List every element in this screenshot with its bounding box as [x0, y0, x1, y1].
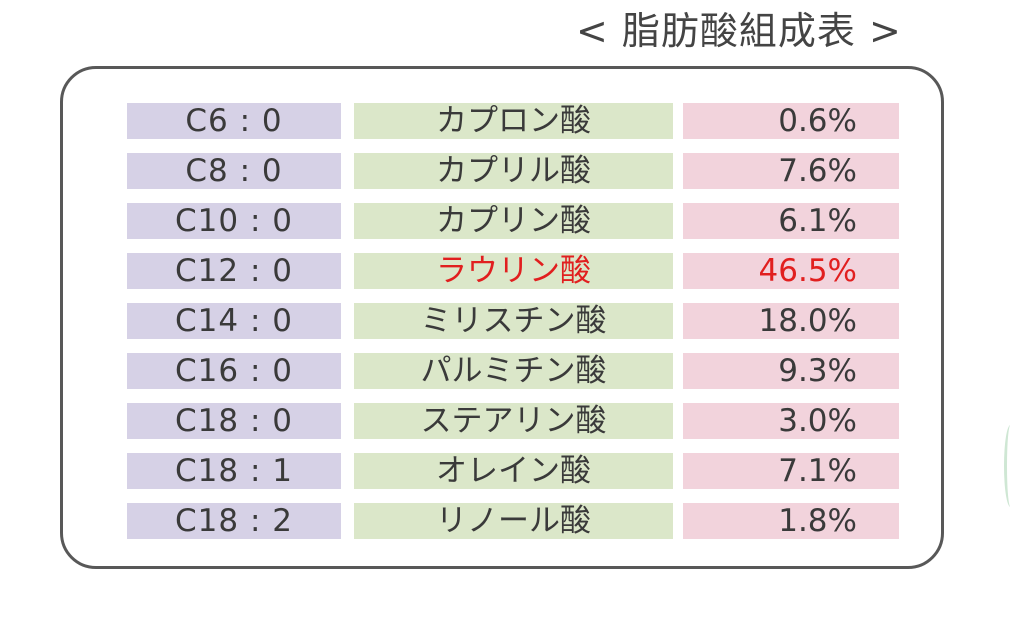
- carbon-chain-cell: C8 : 0: [127, 153, 341, 189]
- percentage-cell: 7.1%: [683, 453, 899, 489]
- fatty-acid-name-cell: オレイン酸: [354, 453, 673, 489]
- table-row: C6 : 0 カプロン酸 0.6%: [127, 103, 899, 139]
- percentage-cell: 7.6%: [683, 153, 899, 189]
- percentage-cell: 1.8%: [683, 503, 899, 539]
- percentage-cell: 3.0%: [683, 403, 899, 439]
- percentage-cell: 0.6%: [683, 103, 899, 139]
- fatty-acid-name-cell-highlighted: ラウリン酸: [354, 253, 673, 289]
- percentage-cell: 6.1%: [683, 203, 899, 239]
- carbon-chain-cell: C16 : 0: [127, 353, 341, 389]
- table-row: C14 : 0 ミリスチン酸 18.0%: [127, 303, 899, 339]
- percentage-cell: 9.3%: [683, 353, 899, 389]
- fatty-acid-name-cell: カプリン酸: [354, 203, 673, 239]
- carbon-chain-cell: C18 : 2: [127, 503, 341, 539]
- table-row: C10 : 0 カプリン酸 6.1%: [127, 203, 899, 239]
- fatty-acid-name-cell: カプロン酸: [354, 103, 673, 139]
- table-row: C18 : 0 ステアリン酸 3.0%: [127, 403, 899, 439]
- carbon-chain-cell: C12 : 0: [127, 253, 341, 289]
- carbon-chain-cell: C10 : 0: [127, 203, 341, 239]
- carbon-chain-cell: C14 : 0: [127, 303, 341, 339]
- edge-decoration: [1004, 425, 1010, 507]
- table-row: C18 : 1 オレイン酸 7.1%: [127, 453, 899, 489]
- percentage-cell: 18.0%: [683, 303, 899, 339]
- fatty-acid-name-cell: リノール酸: [354, 503, 673, 539]
- table-row: C8 : 0 カプリル酸 7.6%: [127, 153, 899, 189]
- table-frame: [60, 66, 944, 569]
- page-title: < 脂肪酸組成表 >: [576, 9, 902, 53]
- table-row-highlighted: C12 : 0 ラウリン酸 46.5%: [127, 253, 899, 289]
- fatty-acid-table: C6 : 0 カプロン酸 0.6% C8 : 0 カプリル酸 7.6% C10 …: [127, 103, 899, 553]
- carbon-chain-cell: C18 : 1: [127, 453, 341, 489]
- fatty-acid-name-cell: ステアリン酸: [354, 403, 673, 439]
- carbon-chain-cell: C18 : 0: [127, 403, 341, 439]
- fatty-acid-name-cell: ミリスチン酸: [354, 303, 673, 339]
- table-row: C18 : 2 リノール酸 1.8%: [127, 503, 899, 539]
- carbon-chain-cell: C6 : 0: [127, 103, 341, 139]
- fatty-acid-name-cell: カプリル酸: [354, 153, 673, 189]
- fatty-acid-name-cell: パルミチン酸: [354, 353, 673, 389]
- percentage-cell-highlighted: 46.5%: [683, 253, 899, 289]
- table-row: C16 : 0 パルミチン酸 9.3%: [127, 353, 899, 389]
